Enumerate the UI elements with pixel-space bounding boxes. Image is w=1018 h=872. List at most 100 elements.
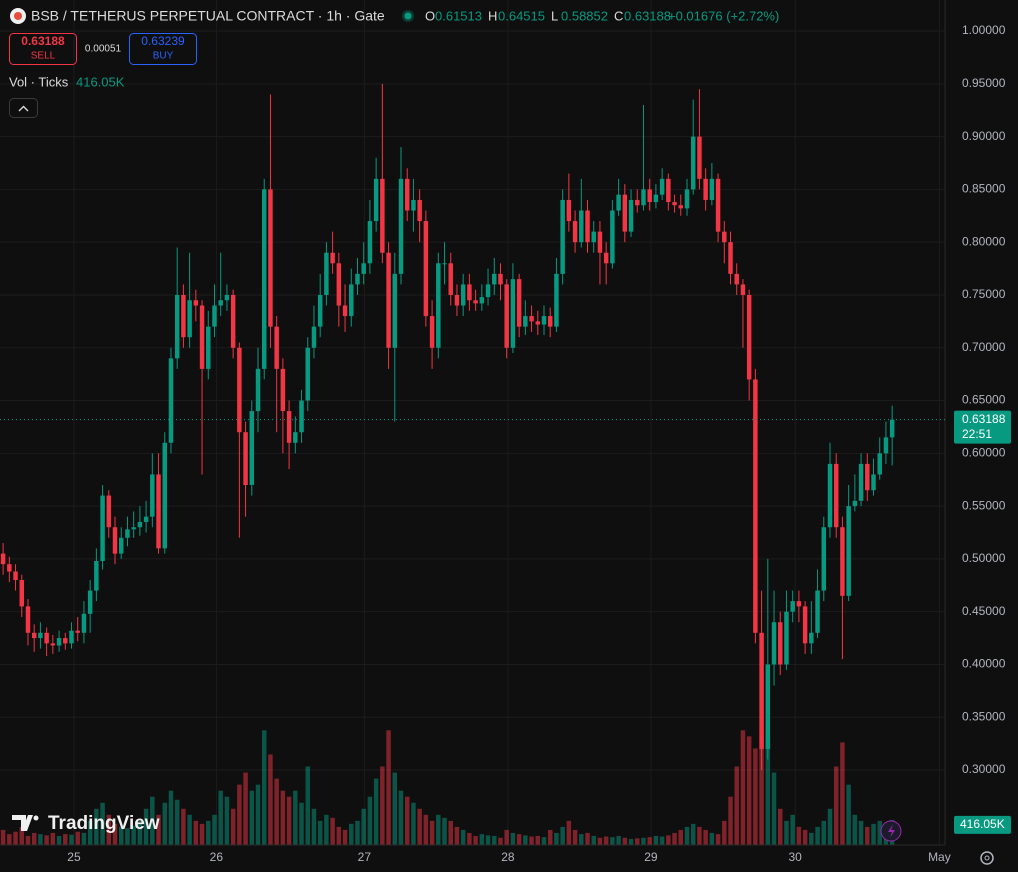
x-tick-label: 26 [210,850,224,864]
volume-bar [659,836,665,845]
candle-body [44,632,49,644]
change: +0.01676 (+2.72%) [668,8,779,23]
candle-body [889,419,895,438]
volume-bar [143,808,149,845]
volume-bar [38,834,43,845]
volume-bar [529,836,534,845]
sell-button[interactable] [9,33,77,65]
x-tick-label: 25 [67,850,81,864]
candle-body [423,221,429,317]
candle-body [0,553,6,565]
candle-body [174,294,180,359]
ohlc-legend: O 0.61513 H 0.64515 L 0.58852 C 0.63188 [425,8,671,23]
volume-bar [137,820,143,845]
volume-bar [268,754,273,845]
volume-bar [305,766,310,845]
candle-body [473,300,478,304]
volume-bar [715,834,721,845]
volume-bar [125,828,130,845]
candle-body [504,284,509,348]
buy-button[interactable] [129,33,197,65]
candle-body [454,294,460,306]
candle-body [386,252,391,348]
volume-bar [765,736,771,845]
candle-body [106,495,112,528]
volume-bar [802,829,808,845]
volume-bar [678,829,684,845]
volume-bar [653,835,659,845]
volume-bar [809,832,814,845]
volume-bar [635,838,640,845]
candle-body [871,474,876,491]
candle-body [883,437,889,454]
candle-body [796,601,802,607]
volume-bar [479,834,485,845]
symbol-icon-dot [14,12,22,20]
volume-bar [75,831,80,845]
candle-body [361,263,366,274]
y-tick-label: 0.60000 [962,445,1006,459]
candle-body [809,632,814,644]
y-tick-label: 0.40000 [962,657,1006,671]
volume-bar [293,790,298,845]
candle-body [206,326,211,369]
candle-body [616,194,621,211]
settings-button[interactable] [980,851,994,865]
volume-bar [554,832,559,845]
candle-body [635,199,640,206]
volume-bar [492,835,497,845]
volume-bar [187,814,192,845]
volume-bar [759,730,764,845]
y-tick-label: 0.30000 [962,762,1006,776]
volume-bar [821,820,827,845]
volume-bar [690,823,696,845]
volume-bar [355,820,360,845]
candle-body [94,561,99,591]
status-dot [404,12,412,20]
volume-bar [429,820,435,845]
candle-body [647,189,652,203]
candle-body [572,221,578,243]
volume-bar [112,823,118,845]
volume-bar [87,820,93,845]
volume-bar [162,802,167,845]
buy-label: BUY [153,51,174,62]
candle-body [523,316,528,327]
volume-bar [168,790,174,845]
volume-bar [852,814,858,845]
volume-bar [840,742,845,845]
candle-body [380,178,385,253]
candle-body [846,506,851,596]
ohlc-key: L [551,8,558,23]
candle-body [728,242,733,274]
volume-bar [218,790,223,845]
candle-body [63,638,68,644]
candle-body [840,527,845,596]
candle-body [280,368,286,412]
volume-bar [485,835,491,845]
candle-body [672,202,677,206]
volume-bar [523,835,528,845]
candle-body [659,178,665,195]
volume-bar [392,772,398,845]
candle-body [765,664,771,749]
volume-bar [106,814,112,845]
volume-badge-label: 416.05K [960,817,1005,831]
volume-bar [280,790,286,845]
candle-body [13,571,18,581]
candle-body [877,453,882,475]
candle-body [50,643,56,646]
candle-body [125,529,130,538]
ohlc-value: 0.64515 [498,8,545,23]
volume-bar [404,796,410,845]
volume-bar [56,835,62,845]
y-tick-label: 0.70000 [962,340,1006,354]
collapse-button[interactable] [9,98,38,118]
candle-body [479,297,485,304]
volume-bar [467,832,472,845]
volume-bar [547,829,553,845]
candle-body [81,613,87,633]
volume-bar [212,814,217,845]
candle-body [566,199,572,222]
volume-bar [703,829,708,845]
